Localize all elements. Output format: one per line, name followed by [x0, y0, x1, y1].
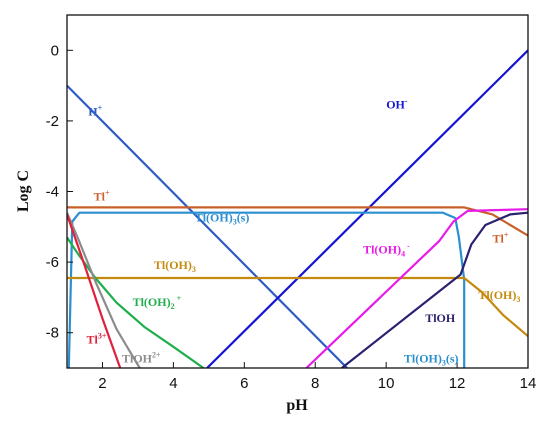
annotation-tloh3r: Tl(OH)3 — [478, 288, 520, 304]
x-axis-title: pH — [286, 397, 308, 414]
annotation-tl1: Tl+ — [94, 188, 110, 203]
series-line-9 — [67, 212, 141, 368]
annotations: H+ OH- Tl+ Tl+ Tl(OH)3(s) Tl(OH)3(s) Tl(OH)3 Tl… — [87, 97, 521, 368]
x-tick-label: 12 — [449, 375, 466, 392]
annotation-tloh4: Tl(OH)4- — [363, 241, 410, 258]
annotation-tl3: Tl3+ — [87, 331, 107, 346]
y-ticks: 0 -2 -4 -6 -8 — [46, 42, 73, 342]
series-line-2 — [206, 49, 528, 368]
annotation-tloh: TlOH — [425, 311, 456, 325]
x-tick-label: 14 — [520, 375, 537, 392]
annotation-oh: OH- — [386, 97, 408, 112]
annotation-tloh3: Tl(OH)3 — [154, 258, 196, 274]
x-tick-label: 10 — [378, 375, 395, 392]
y-axis-title: Log C — [15, 170, 32, 212]
x-tick-label: 2 — [98, 375, 106, 392]
x-tick-label: 8 — [311, 375, 319, 392]
annotation-h: H+ — [88, 104, 102, 119]
series-line-4 — [67, 211, 466, 368]
x-tick-label: 4 — [169, 375, 177, 392]
series-line-10 — [67, 214, 122, 368]
series-line-1 — [67, 84, 348, 368]
x-tick-label: 6 — [240, 375, 248, 392]
y-tick-label: -6 — [46, 254, 59, 271]
annotation-tloh2: Tl(OH)2+ — [133, 294, 182, 311]
annotation-tloh3s: Tl(OH)3(s) — [195, 211, 250, 227]
series-line-6 — [305, 208, 528, 368]
annotation-tloh3s-b: Tl(OH)3(s) — [404, 352, 459, 368]
annotation-tlohc: TlOH2+ — [122, 351, 161, 366]
series-layer — [67, 49, 528, 368]
series-line-7 — [341, 211, 528, 368]
series-line-8 — [67, 236, 205, 368]
annotation-tl1r: Tl+ — [493, 231, 509, 246]
y-tick-label: -4 — [46, 184, 59, 201]
x-ticks: 2 4 6 8 10 12 14 — [98, 362, 536, 392]
series-line-5 — [67, 276, 528, 338]
plot-background — [67, 15, 528, 368]
y-tick-label: 0 — [51, 42, 59, 59]
y-tick-label: -2 — [46, 113, 59, 130]
y-tick-label: -8 — [46, 325, 59, 342]
